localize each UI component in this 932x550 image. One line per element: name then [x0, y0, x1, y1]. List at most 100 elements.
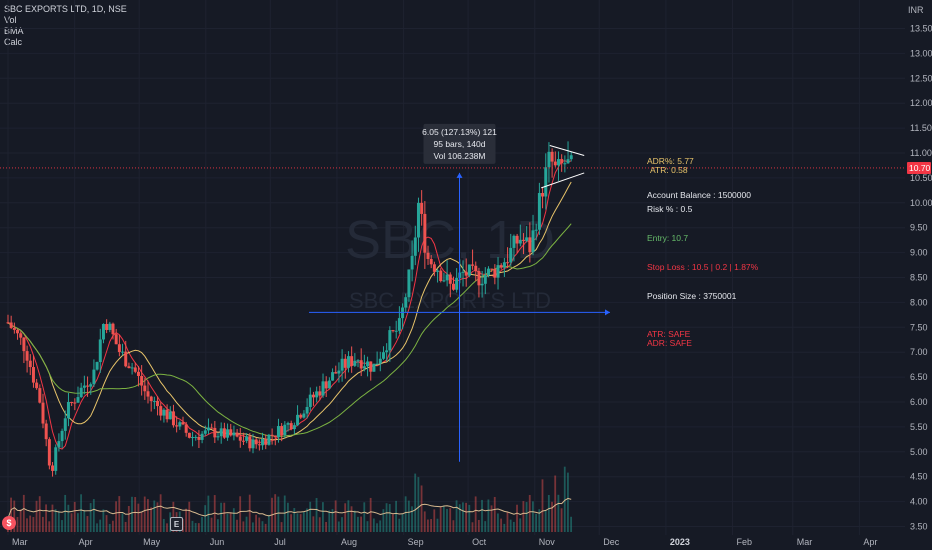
indicator-calc[interactable]: Calc	[4, 37, 23, 47]
candle-body	[44, 423, 48, 440]
volume-bar	[344, 503, 347, 532]
volume-bar	[64, 494, 67, 532]
adr-value: ADR%: 5.77	[647, 156, 694, 166]
candle-body	[378, 358, 382, 364]
candle-body	[461, 271, 465, 273]
price-tick-label: 5.50	[910, 422, 928, 432]
volume-bar	[503, 523, 506, 532]
volume-bar	[99, 519, 102, 532]
candle-body	[206, 427, 210, 431]
volume-bar	[137, 503, 140, 532]
candle-body	[216, 436, 220, 438]
price-tick-label: 11.50	[910, 123, 932, 133]
candle-body	[334, 372, 338, 374]
volume-bar	[226, 513, 229, 532]
volume-bar	[185, 508, 187, 532]
earnings-event-icon[interactable]: E	[170, 517, 183, 531]
candle-body	[292, 425, 296, 430]
moving-averages	[7, 160, 572, 450]
volume-bar	[312, 516, 315, 532]
volume-bar	[280, 522, 283, 532]
volume-bar	[153, 500, 156, 532]
volume-bar	[38, 496, 41, 532]
volume-bar	[61, 520, 63, 532]
volume-bar	[10, 497, 12, 532]
pattern-lower-line	[541, 172, 585, 189]
price-tick-label: 12.50	[910, 73, 932, 83]
candle-body	[92, 369, 96, 385]
volume-bar	[261, 521, 264, 532]
candle-body	[261, 438, 265, 446]
volume-bar	[347, 500, 350, 532]
candle-body	[200, 433, 204, 440]
candle-body	[66, 401, 70, 419]
volume-bar	[255, 514, 257, 532]
pattern-upper-line	[549, 145, 585, 156]
candle-body	[245, 436, 249, 441]
volume-bar	[423, 511, 426, 532]
volume-bar	[350, 506, 353, 532]
volume-bar	[140, 511, 143, 532]
candle-body	[257, 444, 261, 446]
calc-panel: ADR%: 5.77 ATR: 0.58 Account Balance : 1…	[647, 156, 759, 348]
candle-body	[566, 159, 570, 164]
volume-bar	[118, 496, 121, 532]
volume-bar	[341, 517, 343, 532]
candle-body	[210, 427, 214, 429]
account-balance: Account Balance : 1500000	[647, 190, 751, 200]
ma-fast-line	[7, 160, 572, 450]
price-axis[interactable]: INR 3.50 4.00 4.50 5.00 5.50 6.00 6.50 7.00 7.50…	[908, 5, 932, 532]
candle-body	[553, 161, 557, 166]
time-axis[interactable]: Mar Apr May Jun Jul Aug Sep Oct Nov Dec 2023 Feb Mar…	[12, 537, 877, 547]
volume-bar	[159, 494, 162, 532]
volume-bar	[92, 499, 95, 532]
stop-loss: Stop Loss : 10.5 | 0.2 | 1.87%	[647, 262, 759, 272]
candle-body	[280, 426, 284, 436]
volume-bar	[134, 497, 137, 532]
position-size: Position Size : 3750001	[647, 291, 737, 301]
candle-body	[346, 356, 350, 368]
dividend-event-icon[interactable]: $	[2, 516, 16, 530]
candle-body	[432, 264, 436, 272]
volume-bar	[500, 518, 503, 532]
candle-body	[550, 151, 554, 162]
candle-body	[305, 406, 309, 414]
indicator-bma[interactable]: BMA	[4, 26, 24, 36]
candle-body	[51, 465, 55, 471]
candle-body	[178, 422, 182, 427]
candle-body	[286, 423, 290, 425]
time-tick-label: Dec	[603, 537, 620, 547]
price-tick-label: 6.00	[910, 397, 928, 407]
volume-bar	[560, 508, 563, 532]
candle-body	[73, 402, 77, 404]
candle-body	[369, 361, 373, 372]
volume-bar	[452, 520, 455, 532]
volume-bar	[337, 521, 340, 532]
volume-bar	[331, 509, 334, 532]
volume-bar	[131, 496, 133, 532]
candle-body	[31, 367, 35, 383]
candle-body	[124, 351, 128, 367]
symbol-title[interactable]: SBC EXPORTS LTD, 1D, NSE	[4, 4, 127, 14]
volume-bar	[318, 517, 321, 532]
volume-bar	[86, 516, 89, 532]
candle-body	[229, 429, 233, 436]
candle-body	[79, 387, 83, 398]
candle-body	[569, 155, 573, 160]
volume-bar	[315, 498, 318, 532]
time-tick-label: Feb	[737, 537, 753, 547]
volume-bar	[563, 466, 566, 532]
candle-body	[372, 363, 376, 372]
measure-label-box	[423, 123, 496, 164]
volume-bar	[357, 516, 359, 532]
volume-bar	[232, 508, 235, 532]
candle-body	[493, 268, 497, 278]
candle-body	[19, 333, 23, 338]
volume-bar	[274, 494, 277, 532]
time-tick-label: May	[143, 537, 161, 547]
candle-body	[442, 280, 446, 282]
candle-body	[143, 385, 147, 392]
volume-bar	[156, 502, 159, 532]
indicator-vol[interactable]: Vol	[4, 15, 17, 25]
